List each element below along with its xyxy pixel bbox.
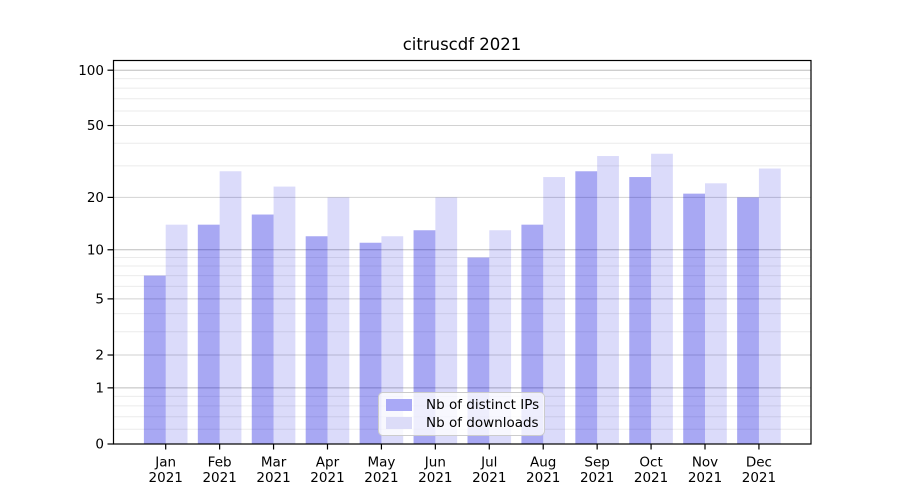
x-tick-label-month: Oct xyxy=(639,455,662,471)
x-tick-label-month: Jul xyxy=(480,455,497,471)
x-tick-label-month: Dec xyxy=(746,455,772,471)
legend-swatch-distinct-ips xyxy=(386,399,412,412)
legend-label-downloads: Nb of downloads xyxy=(426,414,539,431)
legend: Nb of distinct IPs Nb of downloads xyxy=(378,392,545,436)
x-tick-label-month: Jun xyxy=(424,455,446,471)
x-tick-label-year: 2021 xyxy=(526,470,560,486)
axes-border xyxy=(112,59,812,445)
bar-downloads-jul xyxy=(489,230,512,444)
x-tick-label-month: Feb xyxy=(208,455,232,471)
bar-downloads-dec xyxy=(758,168,781,444)
x-tick-label-month: Jan xyxy=(154,455,176,471)
bar-distinct-ips-oct xyxy=(629,177,652,444)
x-tick-label-month: Sep xyxy=(584,455,609,471)
bar-distinct-ips-jan xyxy=(143,275,166,444)
bar-distinct-ips-apr xyxy=(305,236,328,444)
x-tick-label-month: Mar xyxy=(261,455,287,471)
bar-distinct-ips-dec xyxy=(737,197,759,444)
bar-downloads-aug xyxy=(543,177,566,444)
y-tick-label: 10 xyxy=(87,242,104,258)
bar-distinct-ips-sep xyxy=(575,171,598,445)
bar-distinct-ips-may xyxy=(359,242,382,444)
bar-distinct-ips-nov xyxy=(683,193,705,444)
bar-downloads-mar xyxy=(273,186,296,444)
legend-swatch-downloads xyxy=(386,416,412,429)
bar-downloads-nov xyxy=(705,183,727,445)
y-tick-label: 100 xyxy=(78,63,104,79)
y-tick-label: 1 xyxy=(95,381,104,397)
chart-title: citruscdf 2021 xyxy=(402,35,522,54)
bar-downloads-apr xyxy=(327,197,350,444)
x-tick-label-month: Aug xyxy=(530,455,556,471)
legend-label-distinct-ips: Nb of distinct IPs xyxy=(426,397,540,414)
bar-distinct-ips-feb xyxy=(197,224,220,444)
legend-item-downloads: Nb of downloads xyxy=(379,414,544,431)
x-tick-label-year: 2021 xyxy=(202,470,236,486)
bar-downloads-jun xyxy=(435,197,458,444)
x-tick-label-year: 2021 xyxy=(688,470,722,486)
x-tick-label-month: May xyxy=(367,455,395,471)
x-tick-label-year: 2021 xyxy=(742,470,776,486)
x-tick-label-year: 2021 xyxy=(364,470,398,486)
bar-distinct-ips-aug xyxy=(521,224,544,444)
bar-downloads-oct xyxy=(651,153,673,445)
x-tick-label-year: 2021 xyxy=(149,470,183,486)
x-tick-label-year: 2021 xyxy=(256,470,290,486)
legend-item-distinct-ips: Nb of distinct IPs xyxy=(379,397,544,414)
x-tick-label-year: 2021 xyxy=(310,470,344,486)
x-tick-label-month: Nov xyxy=(692,455,718,471)
y-tick-label: 0 xyxy=(95,437,104,453)
bar-distinct-ips-mar xyxy=(251,214,274,444)
x-tick-label-month: Apr xyxy=(316,455,340,471)
y-tick-label: 50 xyxy=(87,118,104,134)
bar-distinct-ips-jun xyxy=(413,230,436,444)
x-tick-label-year: 2021 xyxy=(472,470,506,486)
bar-downloads-sep xyxy=(597,156,619,444)
x-tick-label-year: 2021 xyxy=(580,470,614,486)
x-tick-label-year: 2021 xyxy=(634,470,668,486)
bar-downloads-feb xyxy=(219,171,242,445)
bar-downloads-jan xyxy=(165,224,188,444)
y-tick-label: 20 xyxy=(87,190,104,206)
y-tick-label: 2 xyxy=(95,348,104,364)
y-tick-label: 5 xyxy=(95,292,104,308)
x-tick-label-year: 2021 xyxy=(418,470,452,486)
